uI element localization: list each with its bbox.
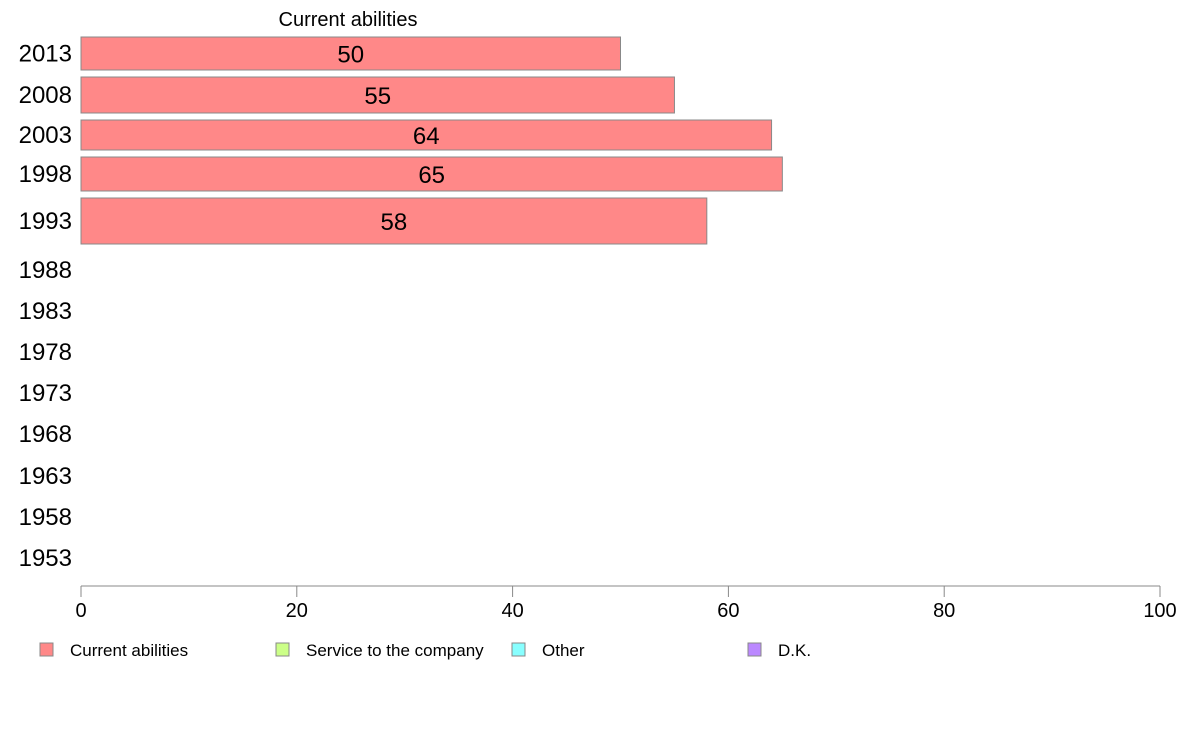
- y-tick-label: 1973: [19, 380, 72, 407]
- legend-swatch: [747, 642, 762, 657]
- legend-label: Current abilities: [70, 641, 188, 660]
- x-tick-label: 80: [933, 600, 955, 622]
- y-tick-label: 1963: [19, 463, 72, 490]
- bar-value-label: 58: [381, 209, 408, 236]
- y-tick-label: 1983: [19, 298, 72, 325]
- y-axis-labels: 2013 2008 2003 1998 1993 1988 1983 1978 1973 1968…: [19, 41, 72, 573]
- y-tick-label: 1968: [19, 421, 72, 448]
- y-tick-label: 1993: [19, 208, 72, 235]
- legend-swatch: [275, 642, 290, 657]
- bar-value-label: 65: [418, 162, 445, 189]
- bar-value-label: 50: [337, 42, 364, 69]
- legend-swatch: [511, 642, 526, 657]
- y-tick-label: 1958: [19, 504, 72, 531]
- x-tick-label: 40: [501, 600, 523, 622]
- bar-value-label: 64: [413, 123, 440, 150]
- y-tick-label: 1978: [19, 339, 72, 366]
- y-tick-label: 1953: [19, 545, 72, 572]
- x-tick-label: 20: [286, 600, 308, 622]
- x-tick-label: 100: [1143, 600, 1176, 622]
- y-tick-label: 2008: [19, 82, 72, 109]
- bar-value-label: 55: [364, 83, 391, 110]
- y-tick-label: 1988: [19, 257, 72, 284]
- bar: [80, 197, 708, 245]
- legend-label: D.K.: [778, 641, 811, 660]
- bar: [80, 119, 773, 151]
- legend-swatch: [39, 642, 54, 657]
- series-title: Current abilities: [279, 9, 418, 31]
- bar: [80, 76, 675, 114]
- x-axis: 0 20 40 60 80 100: [75, 585, 1177, 622]
- y-tick-label: 2013: [19, 41, 72, 68]
- y-tick-label: 1998: [19, 161, 72, 188]
- x-tick-label: 0: [75, 600, 86, 622]
- y-tick-label: 2003: [19, 122, 72, 149]
- x-tick-label: 60: [717, 600, 739, 622]
- bar: [80, 36, 621, 71]
- legend-label: Other: [542, 641, 585, 660]
- legend: Current abilities Service to the company O…: [39, 641, 811, 660]
- bar: [80, 156, 783, 192]
- legend-label: Service to the company: [306, 641, 484, 660]
